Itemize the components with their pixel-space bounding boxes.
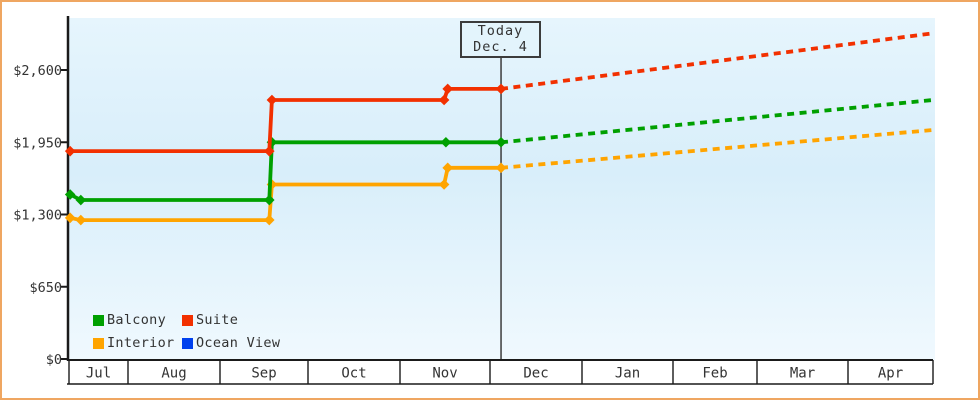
data-point-interior	[495, 162, 507, 174]
data-point-interior	[263, 214, 275, 226]
month-label: Jan	[615, 366, 640, 382]
legend-label: Balcony	[107, 312, 166, 328]
data-point-suite	[266, 94, 278, 106]
y-tick-label: $2,600	[13, 63, 62, 79]
data-point-interior	[75, 214, 87, 226]
projected-suite	[500, 31, 934, 91]
legend-label: Interior	[107, 335, 175, 351]
data-point-balcony	[263, 194, 275, 206]
legend: Balcony Suite Interior Ocean View	[93, 312, 280, 351]
today-label: Today	[477, 23, 524, 39]
data-point-balcony	[440, 136, 452, 148]
projected-interior	[500, 128, 934, 170]
projected-balcony	[500, 98, 934, 145]
today-box: Today Dec. 4	[460, 21, 541, 58]
data-point-balcony	[266, 136, 278, 148]
data-point-suite	[438, 94, 450, 106]
today-date: Dec. 4	[473, 39, 528, 55]
data-point-suite	[263, 145, 275, 157]
month-label: Apr	[878, 366, 903, 382]
data-point-interior	[438, 179, 450, 190]
month-label: Sep	[251, 366, 276, 382]
plot-background	[69, 18, 935, 360]
legend-swatch	[182, 337, 193, 349]
data-point-suite	[64, 145, 76, 157]
y-tick-label: $1,950	[13, 135, 62, 151]
month-label: Feb	[702, 366, 727, 382]
legend-item-interior: Interior	[93, 335, 182, 351]
legend-item-ocean-view: Ocean View	[182, 335, 280, 351]
month-label: Aug	[161, 366, 186, 382]
data-point-balcony	[75, 194, 87, 206]
y-tick-label: $650	[29, 280, 62, 296]
data-point-suite	[495, 83, 507, 95]
month-label: Mar	[790, 366, 815, 382]
legend-label: Suite	[196, 312, 239, 328]
legend-item-suite: Suite	[182, 312, 280, 328]
y-tick-label: $1,300	[13, 208, 62, 224]
data-point-balcony	[495, 136, 507, 148]
data-point-interior	[442, 162, 453, 174]
legend-swatch	[182, 314, 193, 326]
y-tick-label: $0	[46, 352, 62, 368]
data-point-balcony	[64, 189, 76, 200]
month-label: Dec	[523, 366, 548, 382]
legend-swatch	[93, 314, 104, 326]
series-balcony	[64, 98, 934, 206]
legend-swatch	[93, 337, 104, 349]
legend-label: Ocean View	[196, 335, 281, 351]
data-point-interior	[266, 179, 278, 190]
month-label: Jul	[86, 366, 111, 382]
data-point-interior	[64, 212, 76, 224]
series-suite	[64, 31, 934, 157]
month-label: Nov	[432, 366, 457, 382]
month-label: Oct	[341, 366, 366, 382]
legend-item-balcony: Balcony	[93, 312, 182, 328]
data-point-suite	[442, 83, 453, 95]
